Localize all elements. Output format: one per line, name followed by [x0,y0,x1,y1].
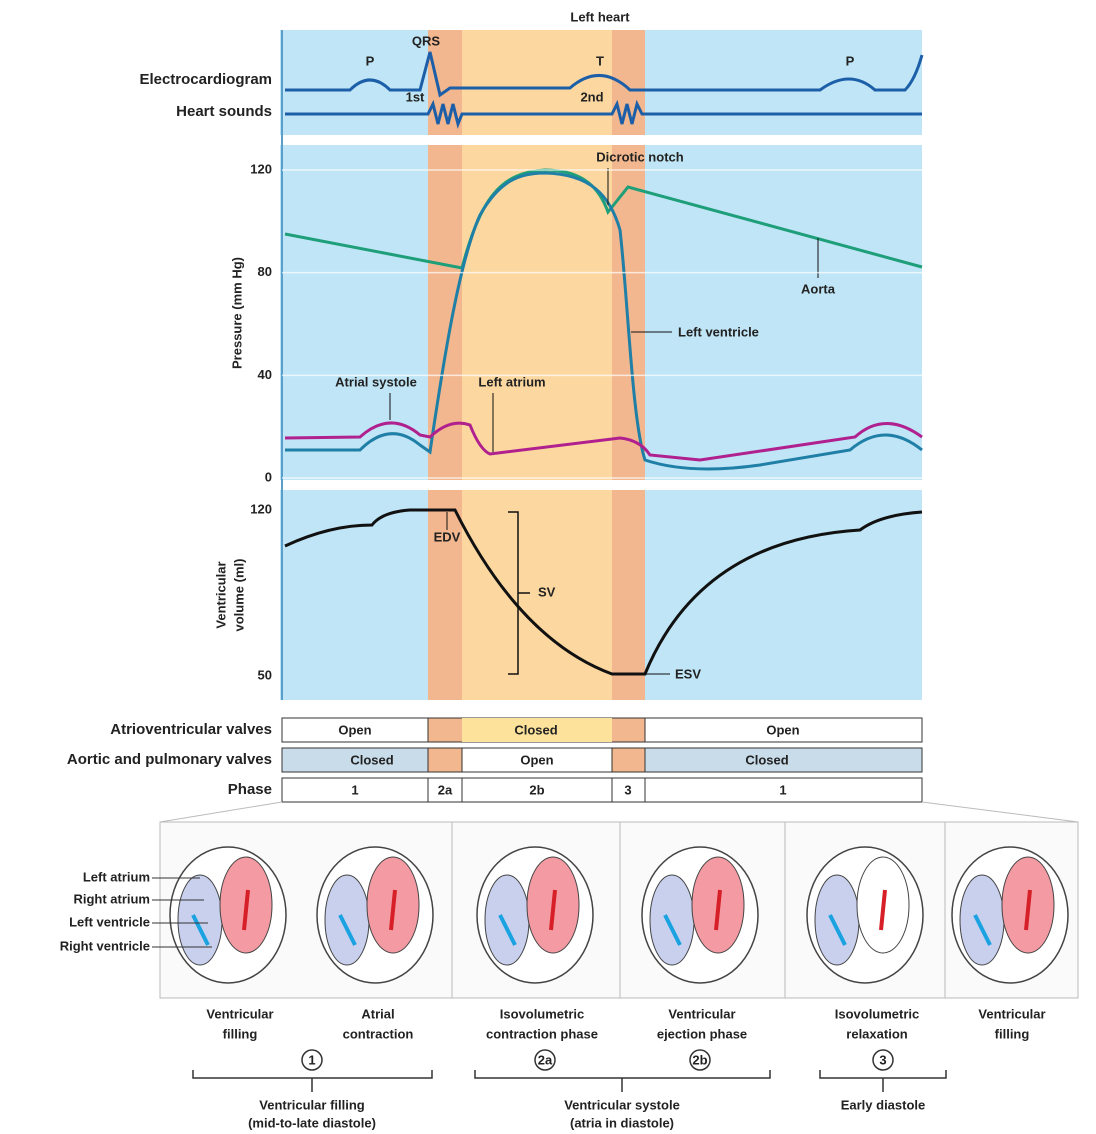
badge-text: 2a [538,1052,553,1067]
row-label: Heart sounds [176,103,272,120]
panel-caption: contraction [343,1026,414,1041]
curve-label: Atrial systole [335,374,417,389]
y-tick-label: 50 [258,667,272,682]
right-chambers [815,875,859,965]
panel-caption: contraction phase [486,1026,598,1041]
ecg-label: P [846,53,855,68]
panel-caption: Ventricular [978,1006,1045,1021]
cell-text: 1 [351,782,358,797]
brackets [193,1070,946,1092]
panel-caption: ejection phase [657,1026,747,1041]
cell-text: Open [520,752,553,767]
right-chambers [325,875,369,965]
ecg-label: T [596,53,604,68]
curve-label: ESV [675,666,701,681]
ecg-label: P [366,53,375,68]
y-tick-label: 80 [258,264,272,279]
sound-label: 2nd [580,89,603,104]
badge-text: 2b [692,1052,707,1067]
row-label: Aortic and pulmonary valves [67,751,272,768]
heart-panels [160,802,1078,998]
curve-label: Left atrium [478,374,545,389]
panel-caption: Ventricular [206,1006,273,1021]
curve-label: EDV [434,529,461,544]
cell-text: 2b [529,782,544,797]
backgrounds [280,30,922,700]
cell-text: Open [766,722,799,737]
heart-label: Left atrium [83,869,150,884]
sound-label: 1st [406,89,425,104]
page: Left heart Electrocardiogram Heart sounds P… [0,0,1096,1134]
panel-caption: Atrial [361,1006,394,1021]
curve-label: Dicrotic notch [596,149,683,164]
curve-label: SV [538,584,556,599]
axis-label: Pressure (mm Hg) [229,257,244,369]
y-tick-label: 40 [258,367,272,382]
panel-caption: Isovolumetric [500,1006,585,1021]
cell-text: Closed [514,722,557,737]
group-label: Ventricular systole [564,1097,680,1112]
badge-text: 3 [879,1052,886,1067]
heart-label: Left ventricle [69,914,150,929]
group-label: Ventricular filling [259,1097,365,1112]
panel-caption: filling [995,1026,1030,1041]
axis-label: Ventricular [213,561,228,628]
row-label: Electrocardiogram [139,71,272,88]
cell-text: 1 [779,782,786,797]
curve-label: Aorta [801,281,836,296]
right-chambers [650,875,694,965]
ecg-label: QRS [412,33,441,48]
badge-text: 1 [308,1052,315,1067]
axis-label: volume (ml) [231,559,246,632]
cell-text: Closed [745,752,788,767]
row-label: Atrioventricular valves [110,721,272,738]
group-label: Early diastole [841,1097,926,1112]
right-chambers [485,875,529,965]
group-label: (atria in diastole) [570,1115,674,1130]
cell-text: Closed [350,752,393,767]
group-label: (mid-to-late diastole) [248,1115,376,1130]
y-tick-label: 0 [265,469,272,484]
panel-caption: filling [223,1026,258,1041]
row-label: Phase [228,781,272,798]
right-chambers [178,875,222,965]
y-tick-label: 120 [250,161,272,176]
panel-caption: Ventricular [668,1006,735,1021]
heart-label: Right atrium [73,891,150,906]
y-tick-label: 120 [250,501,272,516]
panel-caption: Isovolumetric [835,1006,920,1021]
title: Left heart [570,9,630,24]
cell-text: 3 [624,782,631,797]
cell-text: 2a [438,782,453,797]
cell-text: Open [338,722,371,737]
curve-label: Left ventricle [678,324,759,339]
diagram: Left heart Electrocardiogram Heart sounds P… [0,0,1096,1134]
heart-label: Right ventricle [60,938,150,953]
panel-caption: relaxation [846,1026,907,1041]
right-chambers [960,875,1004,965]
